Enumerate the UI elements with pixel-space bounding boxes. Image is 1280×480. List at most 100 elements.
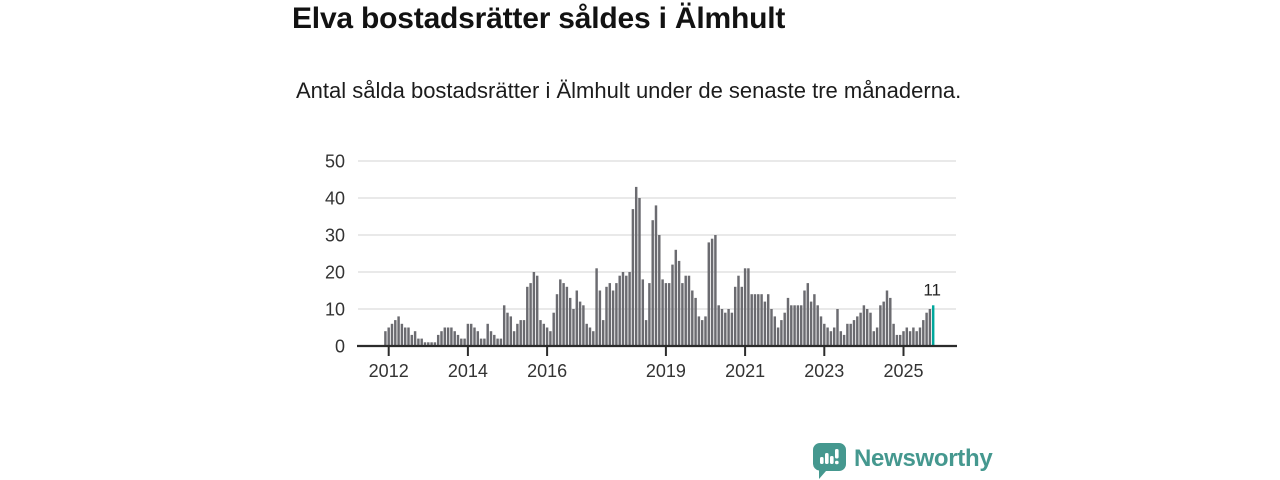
newsworthy-logo: Newsworthy	[813, 443, 993, 479]
bar	[681, 283, 684, 346]
bar	[809, 301, 813, 346]
y-tick-label: 10	[325, 300, 345, 320]
bar	[430, 342, 433, 346]
bar	[654, 205, 658, 346]
bar	[539, 320, 542, 346]
bar	[727, 309, 730, 346]
bar	[582, 305, 585, 346]
bar	[555, 294, 559, 346]
bar	[816, 305, 819, 346]
bar	[625, 275, 628, 346]
bar	[895, 334, 899, 346]
bar	[846, 323, 849, 346]
bar	[700, 320, 704, 346]
bar	[526, 286, 529, 346]
bar	[489, 331, 493, 346]
bar	[529, 283, 532, 346]
bar	[733, 286, 737, 346]
bar	[717, 305, 720, 346]
bar	[912, 327, 915, 346]
bar	[687, 275, 691, 346]
bar	[420, 338, 423, 346]
bar	[516, 323, 519, 346]
bar	[908, 331, 912, 346]
bar	[889, 297, 892, 346]
bar	[730, 312, 734, 346]
bar	[757, 294, 760, 346]
bar	[819, 316, 823, 346]
bar	[562, 283, 565, 346]
bar	[740, 286, 744, 346]
x-tick-label: 2016	[527, 361, 567, 381]
bar	[829, 331, 833, 346]
bar	[407, 327, 410, 346]
bar	[697, 316, 701, 346]
bar	[714, 235, 717, 346]
bar	[499, 338, 503, 346]
bar	[473, 327, 476, 346]
bar	[796, 305, 800, 346]
bar	[628, 272, 631, 346]
bar	[466, 323, 470, 346]
bar	[671, 264, 674, 346]
bar	[552, 312, 555, 346]
bar	[684, 275, 687, 346]
bar	[618, 275, 621, 346]
bar	[915, 331, 918, 346]
bar	[902, 331, 905, 346]
bar	[869, 312, 872, 346]
bar	[885, 290, 889, 346]
bar	[674, 249, 678, 346]
bar	[836, 309, 839, 346]
bar	[790, 305, 793, 346]
y-tick-label: 0	[335, 337, 345, 357]
chart-title: Elva bostadsrätter såldes i Älmhult	[292, 2, 786, 35]
y-tick-label: 20	[325, 263, 345, 283]
bar	[611, 290, 615, 346]
bar	[710, 238, 714, 346]
bar	[720, 309, 724, 346]
bar	[443, 327, 447, 346]
bar	[460, 338, 463, 346]
chart-subtitle: Antal sålda bostadsrätter i Älmhult unde…	[296, 78, 962, 103]
bar	[413, 331, 417, 346]
newsworthy-logo-text: Newsworthy	[854, 445, 993, 472]
bar	[436, 334, 440, 346]
bar	[892, 323, 895, 346]
bar	[823, 323, 826, 346]
bar	[661, 279, 664, 346]
bar	[875, 327, 879, 346]
bar	[532, 272, 536, 346]
bar	[928, 309, 932, 346]
bar	[506, 312, 509, 346]
bar	[588, 327, 592, 346]
bar	[423, 342, 427, 346]
bar	[631, 209, 635, 346]
bar	[483, 338, 486, 346]
bar	[770, 309, 773, 346]
bar	[486, 323, 489, 346]
bar	[384, 331, 387, 346]
bar	[872, 331, 876, 346]
bar	[595, 268, 598, 346]
bar	[427, 342, 430, 346]
bar	[839, 331, 843, 346]
bar	[453, 331, 456, 346]
bar	[496, 338, 499, 346]
bar	[638, 198, 641, 346]
bar	[879, 305, 882, 346]
bar	[568, 297, 572, 346]
bar	[760, 294, 763, 346]
bar	[704, 316, 707, 346]
bar	[793, 305, 796, 346]
bar	[776, 327, 780, 346]
bar	[615, 283, 618, 346]
x-tick-label: 2021	[725, 361, 765, 381]
x-tick-label: 2023	[804, 361, 844, 381]
bar	[747, 268, 750, 346]
bar	[664, 283, 668, 346]
bar	[535, 275, 539, 346]
bar	[644, 320, 648, 346]
bar	[658, 235, 661, 346]
bar	[918, 327, 922, 346]
